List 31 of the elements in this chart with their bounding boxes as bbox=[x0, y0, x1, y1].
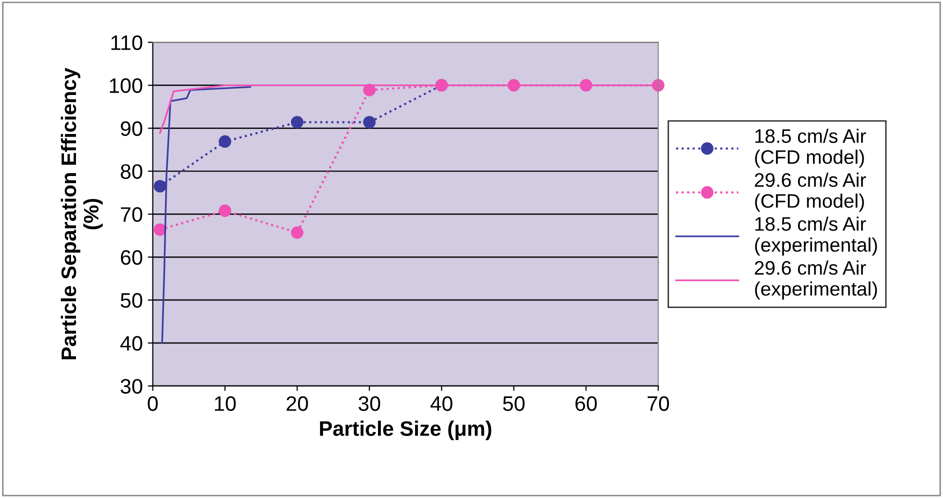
y-axis-title: Particle Separation Efficiency (%) bbox=[60, 68, 103, 360]
point bbox=[290, 116, 304, 128]
x-tick-label: 60 bbox=[575, 396, 597, 411]
point bbox=[218, 135, 232, 148]
x-tick-label: 30 bbox=[358, 396, 380, 411]
y-tick-label: 90 bbox=[120, 121, 142, 136]
y-tick-label: 110 bbox=[111, 35, 142, 50]
y-tick-label: 80 bbox=[120, 164, 142, 179]
x-tick-label: 10 bbox=[214, 396, 236, 411]
y-tick-label: 100 bbox=[110, 78, 142, 94]
x-axis-title: Particle Size (μm) bbox=[320, 420, 492, 440]
point bbox=[363, 84, 376, 96]
x-tick-label: 70 bbox=[648, 396, 669, 411]
x-tick-label: 50 bbox=[503, 396, 525, 411]
x-tick-label: 20 bbox=[286, 396, 308, 411]
y-tick-label: 40 bbox=[120, 336, 142, 351]
point bbox=[154, 223, 166, 236]
legend-label: 18.5 cm/s Air (experimental) bbox=[755, 216, 877, 256]
point bbox=[363, 116, 376, 128]
y-tick-label: 30 bbox=[120, 378, 142, 394]
point bbox=[218, 204, 232, 217]
legend-label: 29.6 cm/s Air (experimental) bbox=[754, 260, 877, 300]
legend-label: 29.6 cm/s Air (CFD model) bbox=[754, 172, 866, 212]
legend-label: 18.5 cm/s Air (CFD model) bbox=[755, 128, 866, 168]
x-tick-label: 40 bbox=[430, 396, 452, 411]
point bbox=[290, 226, 304, 239]
y-tick-label: 70 bbox=[120, 207, 142, 222]
x-tick-label: 0 bbox=[148, 396, 158, 411]
y-tick-label: 60 bbox=[120, 250, 142, 265]
point bbox=[154, 180, 166, 192]
y-tick-label: 50 bbox=[120, 293, 142, 308]
